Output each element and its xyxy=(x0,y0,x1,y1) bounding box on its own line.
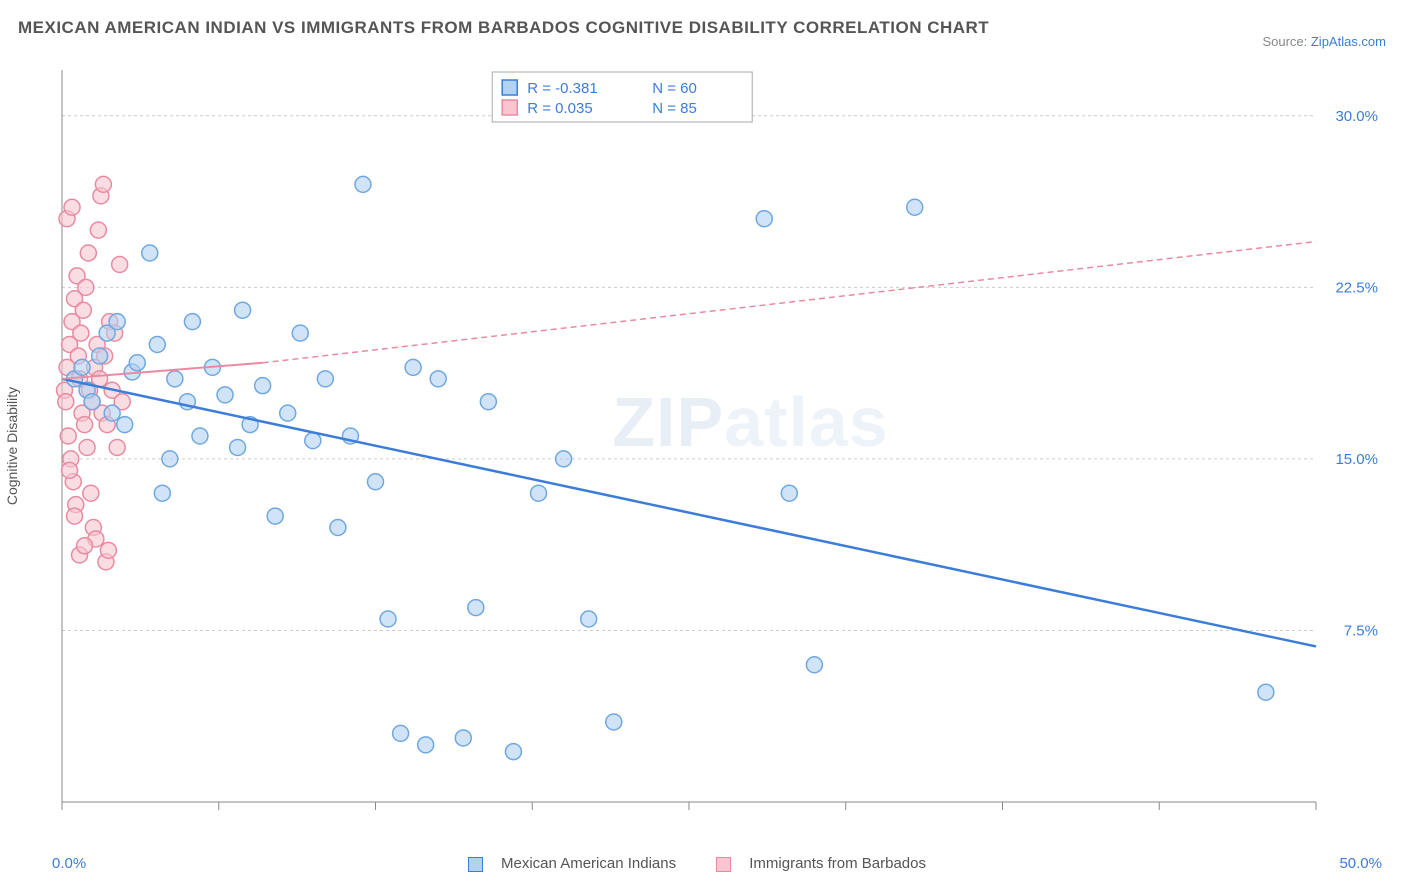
data-point xyxy=(73,325,89,341)
data-point xyxy=(109,439,125,455)
data-point xyxy=(78,279,94,295)
data-point xyxy=(104,405,120,421)
data-point xyxy=(95,176,111,192)
legend-swatch-blue xyxy=(468,857,483,872)
data-point xyxy=(117,417,133,433)
data-point xyxy=(468,600,484,616)
data-point xyxy=(255,378,271,394)
data-point xyxy=(217,387,233,403)
legend-swatch xyxy=(502,80,517,95)
data-point xyxy=(480,394,496,410)
y-tick-label: 7.5% xyxy=(1344,622,1378,639)
stats-r-label: R = 0.035 xyxy=(527,100,592,117)
trend-line-pink-extrapolated xyxy=(263,242,1316,363)
scatter-chart: 7.5% 15.0% 22.5% 30.0% ZIPatlas R = -0.381 N =… xyxy=(52,60,1386,832)
data-point xyxy=(531,485,547,501)
data-point xyxy=(907,199,923,215)
data-point xyxy=(305,433,321,449)
data-point xyxy=(230,439,246,455)
stats-n-label: N = 85 xyxy=(652,100,697,117)
data-point xyxy=(267,508,283,524)
data-point xyxy=(162,451,178,467)
data-point xyxy=(192,428,208,444)
data-point xyxy=(80,245,96,261)
source-link[interactable]: ZipAtlas.com xyxy=(1311,34,1386,49)
data-point xyxy=(112,256,128,272)
data-point xyxy=(418,737,434,753)
data-point xyxy=(330,520,346,536)
data-point xyxy=(83,485,99,501)
data-point xyxy=(355,176,371,192)
data-point xyxy=(556,451,572,467)
legend-swatch-pink xyxy=(716,857,731,872)
data-point xyxy=(142,245,158,261)
data-point xyxy=(1258,684,1274,700)
data-point xyxy=(60,428,76,444)
data-point xyxy=(430,371,446,387)
data-point xyxy=(67,508,83,524)
data-point xyxy=(149,337,165,353)
data-point xyxy=(393,725,409,741)
y-axis-label: Cognitive Disability xyxy=(4,387,20,505)
data-point xyxy=(90,222,106,238)
y-tick-label: 15.0% xyxy=(1335,451,1378,468)
data-point xyxy=(64,199,80,215)
source-attribution: Source: ZipAtlas.com xyxy=(1262,34,1386,49)
data-point xyxy=(92,348,108,364)
data-point xyxy=(75,302,91,318)
data-point xyxy=(154,485,170,501)
chart-title: MEXICAN AMERICAN INDIAN VS IMMIGRANTS FR… xyxy=(18,18,989,38)
y-tick-label: 30.0% xyxy=(1335,108,1378,125)
data-point xyxy=(405,359,421,375)
watermark: ZIPatlas xyxy=(612,383,888,461)
data-point xyxy=(74,359,90,375)
legend-swatch xyxy=(502,100,517,115)
data-point xyxy=(167,371,183,387)
data-point xyxy=(292,325,308,341)
data-point xyxy=(79,439,95,455)
data-point xyxy=(455,730,471,746)
data-point xyxy=(368,474,384,490)
data-point xyxy=(129,355,145,371)
data-point xyxy=(380,611,396,627)
data-point xyxy=(58,394,74,410)
data-point xyxy=(606,714,622,730)
data-point xyxy=(756,211,772,227)
data-point xyxy=(77,417,93,433)
data-point xyxy=(62,462,78,478)
stats-n-label: N = 60 xyxy=(652,80,697,97)
data-point xyxy=(109,314,125,330)
data-point xyxy=(317,371,333,387)
y-tick-label: 22.5% xyxy=(1335,279,1378,296)
data-point xyxy=(100,542,116,558)
data-point xyxy=(280,405,296,421)
data-point xyxy=(77,538,93,554)
legend-label-series2: Immigrants from Barbados xyxy=(749,855,926,872)
data-point xyxy=(505,744,521,760)
chart-plot-area: 7.5% 15.0% 22.5% 30.0% ZIPatlas R = -0.381 N =… xyxy=(52,60,1386,832)
data-point xyxy=(184,314,200,330)
data-point xyxy=(806,657,822,673)
data-point xyxy=(781,485,797,501)
stats-r-label: R = -0.381 xyxy=(527,80,597,97)
data-point xyxy=(235,302,251,318)
bottom-legend: Mexican American Indians Immigrants from… xyxy=(0,855,1406,872)
data-point xyxy=(84,394,100,410)
legend-label-series1: Mexican American Indians xyxy=(501,855,676,872)
data-point xyxy=(581,611,597,627)
